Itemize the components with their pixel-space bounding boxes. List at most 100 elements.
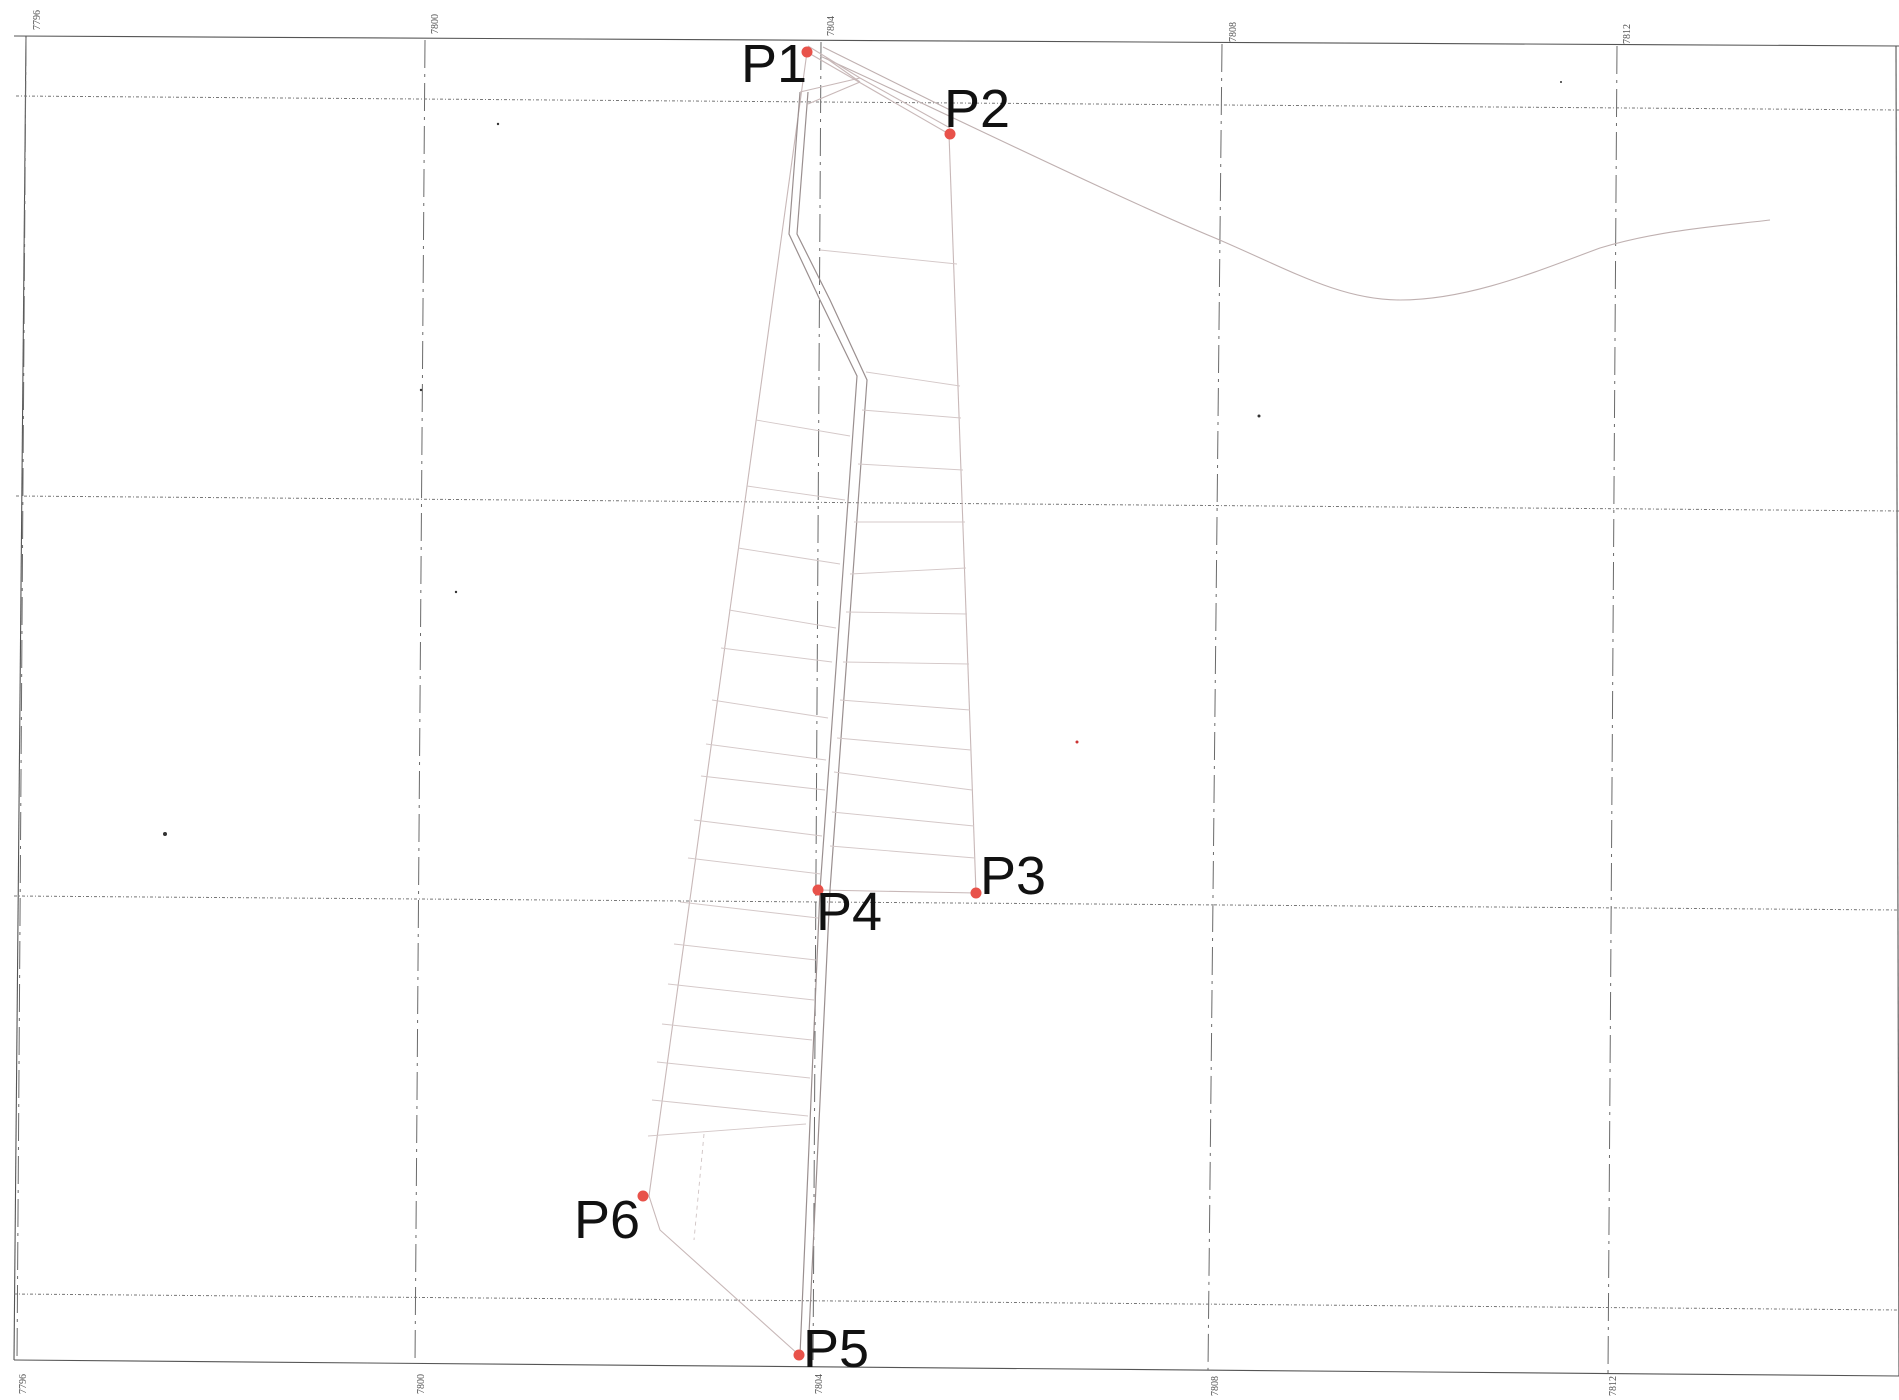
subdiv-e-5 (849, 567, 967, 575)
subdivision-east (829, 371, 976, 859)
grid-labels-bottom: 7796 7800 7804 7808 7812 (18, 1374, 1619, 1396)
boundary-p6-p5 (648, 1195, 800, 1356)
subdiv-w-2 (746, 485, 846, 501)
grid-line-7800 (414, 39, 426, 1365)
survey-points: P1 P2 P3 P4 P5 P6 (574, 34, 1046, 1379)
point-p4-label: P4 (816, 882, 882, 942)
frame-left (13, 35, 27, 1361)
boundary-east (948, 133, 977, 894)
grid-row-4 (13, 1293, 1899, 1311)
point-p1[interactable]: P1 (741, 34, 813, 94)
point-p3-marker[interactable] (970, 887, 982, 899)
subdiv-w-14 (661, 1023, 813, 1041)
grid-line-7812 (1607, 45, 1618, 1375)
road-entry-2 (807, 81, 861, 105)
speck (1257, 414, 1261, 418)
point-p4-marker[interactable] (812, 884, 824, 896)
grid-label-bottom-7800: 7800 (416, 1374, 427, 1394)
road-entry-1 (799, 77, 861, 93)
grid-label-top-7808: 7808 (1228, 22, 1239, 42)
subdiv-w-17 (647, 1123, 807, 1137)
subdiv-w-12 (673, 943, 817, 961)
boundary-west (648, 51, 808, 1197)
grid-label-bottom-7796: 7796 (18, 1374, 29, 1394)
subdiv-w-6 (711, 699, 829, 719)
subdiv-w-9 (693, 819, 823, 837)
subdiv-w-top (819, 249, 958, 265)
subdiv-w-7 (705, 743, 827, 761)
point-p6-marker[interactable] (637, 1190, 649, 1202)
grid-label-bottom-7812: 7812 (1608, 1376, 1619, 1396)
point-p2-label: P2 (944, 79, 1010, 139)
road-curve (819, 55, 1771, 301)
subdiv-w-4 (728, 609, 837, 629)
grid-label-bottom-7808: 7808 (1210, 1376, 1221, 1396)
subdiv-w-8 (700, 775, 826, 791)
boundary-north (806, 51, 950, 135)
point-p1-label: P1 (741, 34, 807, 94)
road-entry-3 (825, 57, 861, 83)
grid-label-top-7812: 7812 (1622, 24, 1633, 44)
subdiv-e-9 (836, 737, 972, 751)
subdiv-e-8 (839, 699, 971, 711)
subdiv-w-11 (679, 901, 819, 919)
subdiv-e-3 (857, 463, 964, 471)
speck (1560, 81, 1562, 83)
grid-horizontal-lines (13, 95, 1899, 1311)
subdiv-e-12 (829, 845, 976, 859)
point-p6[interactable]: P6 (574, 1190, 649, 1250)
point-p3-label: P3 (980, 846, 1046, 906)
grid-label-top-7800: 7800 (430, 14, 441, 34)
speck (163, 832, 167, 836)
grid-label-bottom-7804: 7804 (814, 1374, 825, 1394)
boundary-north-inner (807, 45, 951, 129)
grid-row-1 (15, 95, 1899, 111)
subdiv-w-16 (651, 1099, 809, 1117)
frame-top (13, 35, 1899, 47)
subdiv-w-13 (667, 983, 815, 1001)
point-p4[interactable]: P4 (812, 882, 883, 942)
frame-bottom (13, 1359, 1899, 1377)
map-frame (13, 35, 1899, 1377)
grid-labels-top: 7796 7800 7804 7808 7812 (32, 10, 1633, 44)
parcel-strip (648, 45, 977, 1356)
central-road-west (788, 91, 858, 1356)
grid-vertical-lines (16, 37, 1618, 1375)
point-p5-label: P5 (803, 1319, 869, 1379)
subdiv-e-10 (833, 771, 973, 791)
subdiv-w-5 (720, 647, 833, 663)
grid-line-7796 (16, 37, 27, 1363)
point-p6-label: P6 (574, 1190, 640, 1250)
speck (419, 388, 423, 392)
grid-label-top-7804: 7804 (826, 16, 837, 36)
point-p5-marker[interactable] (793, 1349, 805, 1361)
subdiv-w-15 (656, 1061, 811, 1079)
point-p3[interactable]: P3 (970, 846, 1047, 906)
subdiv-e-1 (865, 371, 961, 387)
subdiv-w-dashed (693, 1133, 705, 1241)
central-road-east (796, 91, 868, 1356)
grid-label-top-7796: 7796 (32, 10, 43, 30)
map-specks (163, 81, 1562, 836)
road-edge-top (822, 46, 951, 111)
grid-row-3 (13, 895, 1899, 911)
speck (496, 122, 500, 126)
subdiv-w-1 (755, 419, 851, 437)
speck (1075, 740, 1079, 744)
subdivision-west (647, 249, 958, 1241)
subdiv-w-3 (737, 547, 841, 565)
subdiv-w-10 (687, 857, 822, 875)
subdiv-e-11 (831, 811, 975, 827)
point-p5[interactable]: P5 (793, 1319, 870, 1379)
subdiv-e-7 (842, 661, 970, 665)
grid-line-7804 (812, 41, 822, 1367)
grid-line-7808 (1207, 43, 1223, 1371)
speck (454, 590, 458, 594)
point-p2[interactable]: P2 (944, 79, 1010, 140)
boundary-p4-p3 (817, 889, 977, 894)
point-p1-marker[interactable] (801, 46, 813, 58)
subdiv-e-2 (861, 409, 962, 419)
point-p2-marker[interactable] (944, 128, 956, 140)
grid-row-2 (15, 495, 1899, 512)
